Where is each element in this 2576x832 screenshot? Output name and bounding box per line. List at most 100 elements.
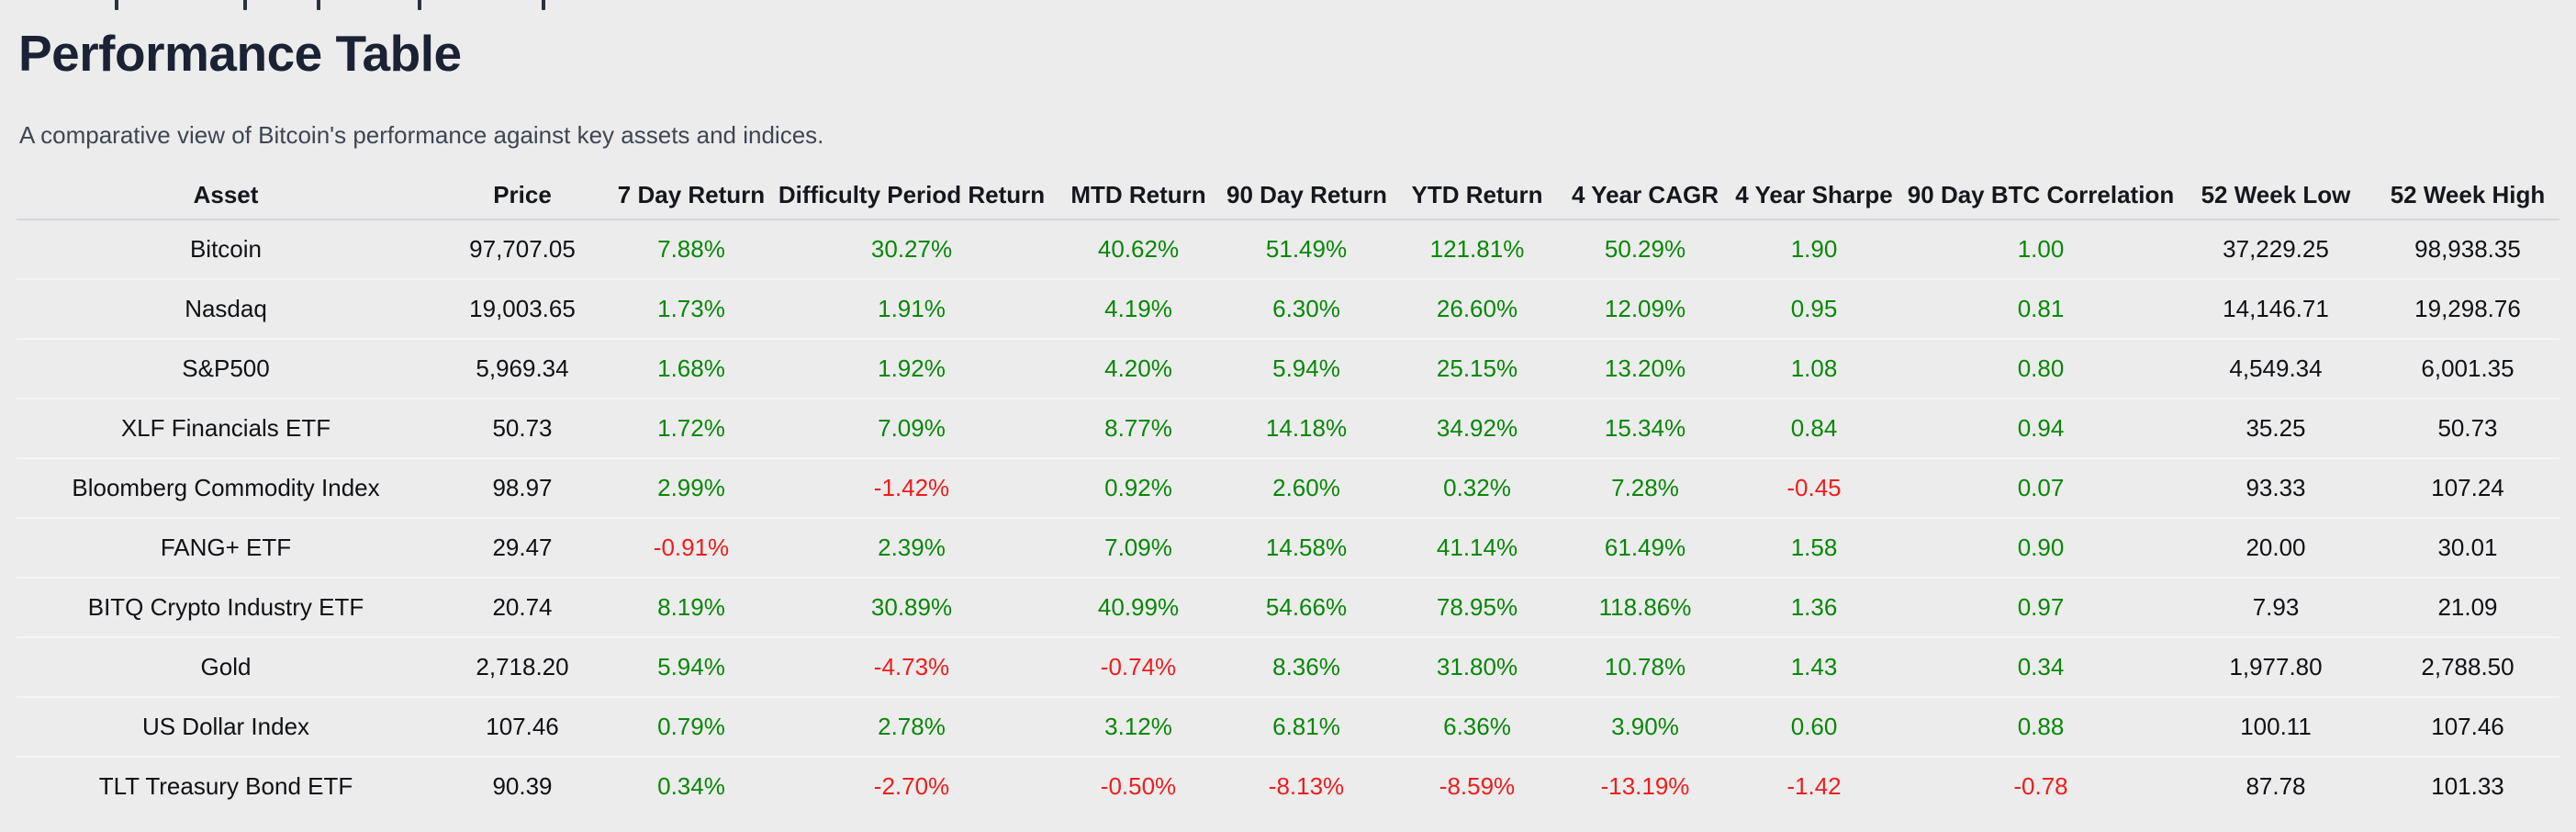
table-cell: 87.78 [2176, 756, 2376, 815]
table-cell: 2.39% [773, 517, 1050, 578]
asset-name: Nasdaq [17, 278, 435, 339]
asset-name: US Dollar Index [17, 696, 435, 757]
table-cell: 40.62% [1097, 235, 1180, 263]
table-cell: 118.86% [1568, 577, 1722, 637]
table-cell: -2.70% [773, 756, 1050, 815]
table-row: S&P500 5,969.34 1.68% 1.92% 4.20% 5.94% 25.15%… [17, 338, 2559, 399]
table-cell: 6.36% [1386, 696, 1568, 757]
column-header-90-day-btc-correlation: 90 Day BTC Correlation [1906, 171, 2176, 220]
table-cell: 0.94 [1906, 398, 2176, 458]
table-cell: 0.80 [1906, 338, 2176, 399]
table-cell: 3.12% [1050, 696, 1226, 757]
table-cell: 0.07 [1906, 457, 2176, 518]
table-cell: 8.36% [1226, 636, 1386, 697]
table-cell: 98,938.35 [2414, 235, 2521, 263]
table-body: Bitcoin 97,707.05 7.88% 30.27% 40.62% 51.49% 1… [17, 219, 2559, 815]
table-cell: 1.58 [1722, 517, 1906, 578]
table-header: Asset Price 7 Day Return Difficulty Period … [17, 171, 2559, 220]
table-cell: 78.95% [1386, 577, 1568, 637]
table-cell: 93.33 [2176, 457, 2376, 518]
table-cell: 15.34% [1568, 398, 1722, 458]
table-cell: 0.81 [1906, 278, 2176, 339]
header-row: Asset Price 7 Day Return Difficulty Period … [17, 171, 2559, 220]
clipped-text-remnant [317, 0, 320, 10]
table-cell: 7.28% [1568, 457, 1722, 518]
table-cell: 0.92% [1050, 457, 1226, 518]
asset-name: TLT Treasury Bond ETF [17, 756, 435, 815]
table-row: US Dollar Index 107.46 0.79% 2.78% 3.12% 6.81… [17, 696, 2559, 757]
table-cell: 1.08 [1722, 338, 1906, 399]
table-cell: 2.78% [773, 696, 1050, 757]
table-cell: 7.88% [657, 235, 725, 263]
column-header-52-week-low: 52 Week Low [2176, 171, 2376, 220]
column-header-90-day-return: 90 Day Return [1226, 171, 1387, 220]
table-cell: 54.66% [1226, 577, 1386, 637]
table-cell: 8.77% [1050, 398, 1226, 458]
clipped-text-remnant [115, 0, 118, 10]
table-cell: 8.19% [610, 577, 773, 637]
table-cell: 4.19% [1050, 278, 1226, 339]
table-cell: 1.36 [1722, 577, 1906, 637]
table-cell: 0.60 [1722, 696, 1906, 757]
table-cell: 31.80% [1386, 636, 1568, 697]
table-cell: 7.09% [1050, 517, 1226, 578]
table-cell: 3.90% [1568, 696, 1722, 757]
column-header-asset: Asset [17, 171, 435, 220]
table-cell: -1.42% [773, 457, 1050, 518]
table-cell: -8.59% [1386, 756, 1568, 815]
table-cell: 19,298.76 [2376, 278, 2559, 339]
table-cell: 0.97 [1906, 577, 2176, 637]
table-cell: 4,549.34 [2176, 338, 2376, 399]
table-cell: 21.09 [2376, 577, 2559, 637]
table-cell: 0.34% [610, 756, 773, 815]
table-cell: 14.58% [1226, 517, 1386, 578]
table-cell: 2.99% [610, 457, 773, 518]
table-cell: 107.46 [435, 696, 610, 757]
performance-table: Asset Price 7 Day Return Difficulty Period … [17, 171, 2559, 815]
table-cell: 34.92% [1386, 398, 1568, 458]
table-cell: 1.90 [1790, 235, 1838, 263]
table-cell: 121.81% [1429, 235, 1525, 263]
table-cell: 25.15% [1386, 338, 1568, 399]
table-cell: 1.68% [610, 338, 773, 399]
table-row: Gold 2,718.20 5.94% -4.73% -0.74% 8.36% 31.80%… [17, 636, 2559, 697]
table-cell: -0.50% [1050, 756, 1226, 815]
clipped-text-remnant [243, 0, 247, 10]
table-cell: 0.32% [1386, 457, 1568, 518]
table-cell: 1.72% [610, 398, 773, 458]
table-cell: 5.94% [610, 636, 773, 697]
table-cell: 50.73 [2376, 398, 2559, 458]
table-cell: 30.01 [2376, 517, 2559, 578]
table-cell: 2.60% [1226, 457, 1386, 518]
table-row: Bloomberg Commodity Index 98.97 2.99% -1.42… [17, 457, 2559, 518]
table-cell: -13.19% [1568, 756, 1722, 815]
column-header-mtd-return: MTD Return [1050, 171, 1226, 220]
table-cell: 1,977.80 [2176, 636, 2376, 697]
table-cell: 20.74 [435, 577, 610, 637]
table-cell: 50.29% [1604, 235, 1686, 263]
table-cell: -0.78 [1906, 756, 2176, 815]
table-cell: 0.34 [1906, 636, 2176, 697]
column-header-52-week-high: 52 Week High [2376, 171, 2559, 220]
page-title: Performance Table [18, 25, 462, 82]
table-cell: -4.73% [773, 636, 1050, 697]
table-cell: 0.95 [1722, 278, 1906, 339]
table-cell: 6,001.35 [2376, 338, 2559, 399]
table-row: FANG+ ETF 29.47 -0.91% 2.39% 7.09% 14.58% 41.1… [17, 517, 2559, 578]
table-cell: 1.91% [773, 278, 1050, 339]
table-cell: 6.81% [1226, 696, 1386, 757]
table-cell: 10.78% [1568, 636, 1722, 697]
table-cell: 61.49% [1568, 517, 1722, 578]
table-cell: 40.99% [1050, 577, 1226, 637]
table-cell: 37,229.25 [2223, 235, 2329, 263]
table-cell: 0.84 [1722, 398, 1906, 458]
table-cell: 1.92% [773, 338, 1050, 399]
table-cell: -0.45 [1722, 457, 1906, 518]
table-cell: -0.91% [610, 517, 773, 578]
table-cell: 12.09% [1568, 278, 1722, 339]
column-header-7-day-return: 7 Day Return [610, 171, 773, 220]
column-header-price: Price [435, 171, 610, 220]
table-cell: 7.93 [2176, 577, 2376, 637]
asset-name: BITQ Crypto Industry ETF [17, 577, 435, 637]
